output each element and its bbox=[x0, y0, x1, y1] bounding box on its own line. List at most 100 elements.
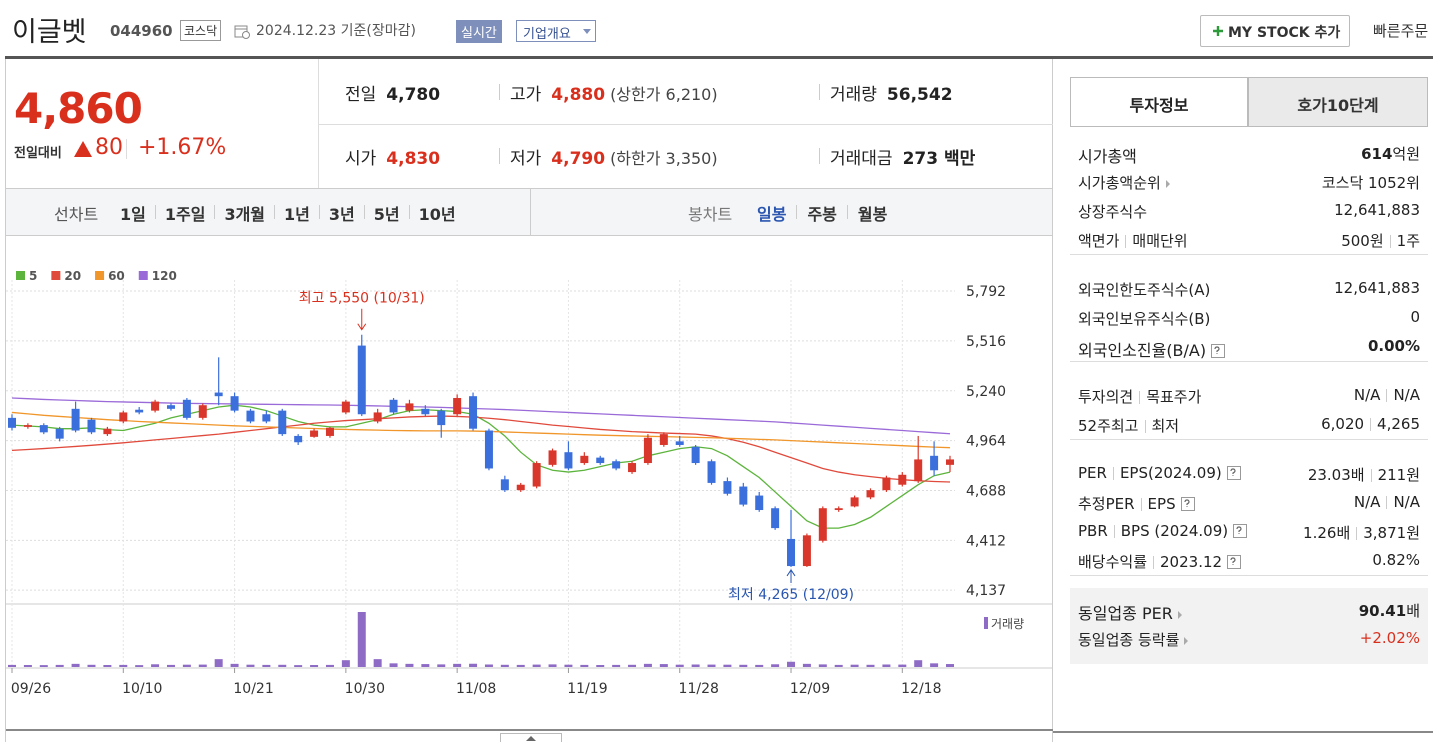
label-text: 최저 bbox=[1151, 417, 1180, 435]
period-tab[interactable]: 10년 bbox=[418, 205, 456, 224]
quote-label: 고가 bbox=[510, 85, 542, 105]
candle-body bbox=[914, 459, 923, 482]
quote-note: (하한가 3,350) bbox=[610, 149, 718, 168]
divider bbox=[126, 139, 127, 159]
company-dropdown[interactable]: 기업개요 bbox=[516, 20, 596, 42]
info-label: 추정PER EPS bbox=[1078, 493, 1195, 514]
y-tick-label: 5,792 bbox=[966, 284, 1006, 300]
period-tab[interactable]: 1년 bbox=[284, 205, 310, 224]
label-text: 외국인보유주식수(B) bbox=[1078, 310, 1211, 328]
legend-swatch bbox=[95, 271, 105, 280]
info-label: 상장주식수 bbox=[1078, 201, 1147, 222]
info-label: 외국인한도주식수(A) bbox=[1078, 279, 1210, 300]
volume-bar bbox=[166, 664, 175, 667]
volume-bar bbox=[341, 660, 350, 667]
period-tab[interactable]: 1일 bbox=[120, 205, 146, 224]
candle-body bbox=[834, 508, 843, 511]
tab[interactable]: 투자정보 bbox=[1070, 77, 1248, 127]
volume-bar bbox=[373, 659, 382, 667]
help-glyph bbox=[1183, 498, 1190, 507]
divider bbox=[1070, 439, 1428, 440]
volume-bar bbox=[103, 665, 112, 667]
tab[interactable]: 호가10단계 bbox=[1248, 77, 1428, 127]
plus-icon bbox=[1213, 26, 1223, 36]
pipe bbox=[1389, 235, 1391, 248]
realtime-button[interactable]: 실시간 bbox=[456, 20, 502, 43]
label-text: PER bbox=[1078, 464, 1107, 482]
value-text: 1.26배 bbox=[1303, 524, 1351, 542]
pipe bbox=[1125, 235, 1127, 248]
period-tab[interactable]: 1주일 bbox=[164, 205, 206, 224]
volume-bar bbox=[612, 664, 621, 667]
volume-bar bbox=[659, 664, 668, 667]
candle-body bbox=[405, 403, 414, 411]
candle-body bbox=[469, 396, 478, 429]
value-text: 코스닥 1052위 bbox=[1321, 174, 1420, 192]
volume-bar bbox=[564, 664, 573, 667]
candle-body bbox=[71, 408, 80, 431]
divider bbox=[499, 148, 500, 164]
period-tab[interactable]: 5년 bbox=[373, 205, 400, 224]
value-text: N/A bbox=[1353, 386, 1381, 404]
volume-bar bbox=[87, 664, 96, 667]
quote-label: 저가 bbox=[510, 149, 542, 169]
volume-bar bbox=[310, 665, 319, 667]
divider bbox=[363, 205, 365, 219]
volume-bar bbox=[946, 664, 954, 667]
calendar-icon bbox=[234, 25, 250, 39]
x-tick-label: 11/28 bbox=[679, 681, 719, 697]
stock-code: 044960 bbox=[110, 22, 173, 40]
candle-body bbox=[564, 452, 573, 469]
candle-body bbox=[739, 486, 748, 505]
x-tick-label: 12/09 bbox=[790, 681, 830, 697]
info-label: 동일업종 등락률 bbox=[1078, 629, 1189, 650]
annotation-arrow bbox=[786, 569, 796, 583]
legend-swatch bbox=[16, 271, 25, 280]
candle-tab[interactable]: 주봉 bbox=[807, 205, 837, 224]
volume-bar bbox=[421, 664, 430, 667]
quick-order[interactable]: 빠른주문 bbox=[1373, 22, 1429, 40]
y-tick-label: 4,688 bbox=[966, 484, 1006, 500]
volume-bar bbox=[914, 660, 923, 667]
info-value: 1.26배 3,871원 bbox=[1303, 522, 1420, 543]
quote-value: 273 백만 bbox=[902, 149, 976, 169]
volume-bar bbox=[548, 664, 557, 667]
candle-body bbox=[516, 484, 525, 491]
collapse-tab[interactable] bbox=[500, 733, 562, 742]
volume-bar bbox=[818, 664, 827, 667]
ma-line bbox=[11, 411, 951, 449]
candle-tab[interactable]: 일봉 bbox=[757, 205, 787, 224]
quote-item: 고가 4,880 (상한가 6,210) bbox=[510, 80, 718, 105]
quote-label: 시가 bbox=[345, 149, 377, 169]
quote-value: 4,790 bbox=[551, 149, 606, 169]
volume-bar bbox=[787, 661, 796, 667]
info-value: 6,020 4,265 bbox=[1321, 415, 1420, 433]
volume-bar bbox=[55, 664, 64, 667]
value-text: N/A bbox=[1393, 493, 1420, 511]
volume-bar bbox=[930, 663, 939, 667]
mystock-button[interactable]: MY STOCK 추가 bbox=[1200, 15, 1350, 47]
candle-body bbox=[723, 481, 732, 494]
label-text: 외국인한도주식수(A) bbox=[1078, 281, 1211, 299]
candle-body bbox=[389, 399, 398, 413]
divider bbox=[846, 205, 848, 219]
candle-body bbox=[437, 410, 446, 426]
volume-bar bbox=[119, 664, 128, 667]
info-label: 배당수익률 2023.12 bbox=[1078, 551, 1242, 572]
low-annotation: 최저 4,265 (12/09) bbox=[728, 587, 854, 603]
volume-bar bbox=[500, 664, 509, 667]
caret bbox=[583, 29, 591, 34]
value-text: N/A bbox=[1353, 493, 1381, 511]
period-tab[interactable]: 3개월 bbox=[224, 205, 266, 224]
info-label: PBR BPS (2024.09) bbox=[1078, 522, 1248, 540]
up-arrow bbox=[74, 141, 92, 157]
candle-body bbox=[930, 455, 939, 471]
chart-nav bbox=[6, 188, 1052, 236]
candle-body bbox=[548, 450, 557, 465]
quote-value: 4,780 bbox=[386, 85, 441, 105]
quote-value: 4,880 bbox=[551, 85, 606, 105]
info-label: 투자의견 목표주가 bbox=[1078, 386, 1201, 407]
candle-tab[interactable]: 월봉 bbox=[857, 205, 888, 224]
candle-body bbox=[39, 425, 48, 433]
period-tab[interactable]: 3년 bbox=[328, 205, 355, 224]
